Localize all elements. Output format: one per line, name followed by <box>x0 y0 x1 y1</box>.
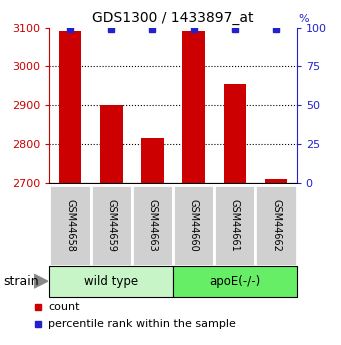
Text: wild type: wild type <box>84 275 138 288</box>
Bar <box>214 185 255 266</box>
Polygon shape <box>34 274 48 288</box>
Text: apoE(-/-): apoE(-/-) <box>209 275 261 288</box>
Text: GSM44660: GSM44660 <box>189 199 199 252</box>
Text: strain: strain <box>3 275 39 288</box>
Text: GSM44663: GSM44663 <box>147 199 158 252</box>
Text: GSM44662: GSM44662 <box>271 199 281 252</box>
Bar <box>132 185 173 266</box>
Bar <box>173 266 297 297</box>
Title: GDS1300 / 1433897_at: GDS1300 / 1433897_at <box>92 11 254 25</box>
Bar <box>49 185 91 266</box>
Text: GSM44661: GSM44661 <box>230 199 240 252</box>
Text: %: % <box>298 14 309 24</box>
Bar <box>91 185 132 266</box>
Text: GSM44659: GSM44659 <box>106 199 116 252</box>
Bar <box>182 31 205 183</box>
Bar <box>59 31 81 183</box>
Text: percentile rank within the sample: percentile rank within the sample <box>48 319 236 328</box>
Text: count: count <box>48 303 80 313</box>
Bar <box>255 185 297 266</box>
Text: GSM44658: GSM44658 <box>65 199 75 252</box>
Bar <box>224 84 246 183</box>
Bar <box>49 266 173 297</box>
Bar <box>265 179 287 183</box>
Bar <box>100 105 122 183</box>
Bar <box>173 185 214 266</box>
Bar <box>141 138 164 183</box>
